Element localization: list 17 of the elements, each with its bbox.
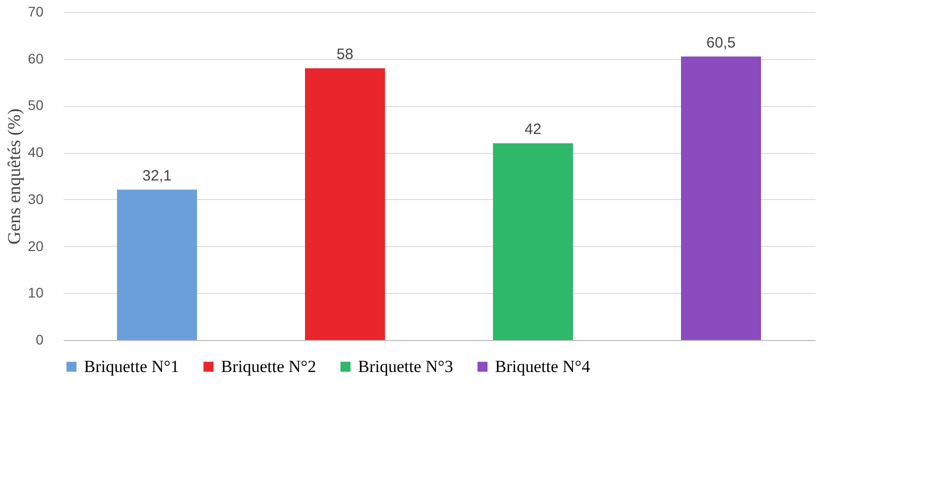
data-label: 58	[336, 46, 354, 64]
y-tick-label: 0	[36, 332, 44, 348]
y-tick-label: 20	[28, 238, 44, 254]
y-tick-label: 10	[28, 284, 44, 301]
y-tick-label: 40	[28, 144, 44, 160]
y-tick-label: 30	[28, 190, 44, 207]
data-label: 60,5	[706, 34, 736, 52]
legend-label: Briquette N°1	[84, 356, 180, 376]
y-tick-label: 50	[28, 97, 44, 114]
data-label: 42	[524, 121, 542, 138]
y-axis-title: Gens enquêtés (%)	[4, 108, 24, 244]
legend-label: Briquette N°3	[358, 356, 454, 376]
y-tick-label: 60	[28, 50, 44, 66]
y-tick-label: 70	[28, 4, 44, 20]
legend-label: Briquette N°2	[221, 356, 316, 376]
legend-label: Briquette N°4	[495, 356, 591, 376]
data-label: 32,1	[142, 168, 172, 185]
